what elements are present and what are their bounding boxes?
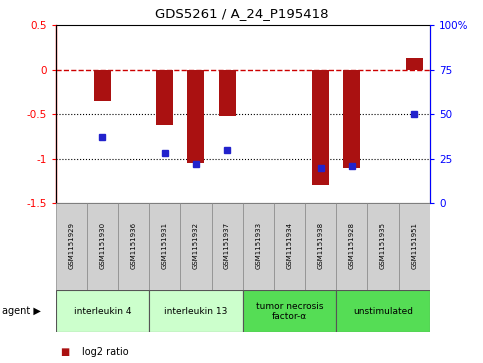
Bar bbox=[218, 70, 236, 116]
Text: ■: ■ bbox=[60, 347, 70, 357]
Bar bbox=[312, 70, 329, 185]
Text: unstimulated: unstimulated bbox=[353, 307, 413, 316]
Text: log2 ratio: log2 ratio bbox=[82, 347, 129, 357]
Text: GSM1151935: GSM1151935 bbox=[380, 221, 386, 269]
Bar bbox=[212, 203, 242, 290]
Bar bbox=[274, 203, 305, 290]
Text: GSM1151930: GSM1151930 bbox=[99, 221, 105, 269]
Bar bbox=[56, 290, 149, 332]
Text: GSM1151934: GSM1151934 bbox=[286, 221, 293, 269]
Text: GSM1151931: GSM1151931 bbox=[162, 221, 168, 269]
Bar bbox=[368, 203, 398, 290]
Text: interleukin 4: interleukin 4 bbox=[73, 307, 131, 316]
Bar bbox=[87, 203, 118, 290]
Text: interleukin 13: interleukin 13 bbox=[164, 307, 227, 316]
Bar bbox=[336, 290, 430, 332]
Bar bbox=[305, 203, 336, 290]
Bar bbox=[94, 70, 111, 101]
Bar bbox=[187, 70, 204, 163]
Bar bbox=[406, 58, 423, 70]
Bar bbox=[398, 203, 430, 290]
Bar bbox=[242, 290, 336, 332]
Text: GSM1151937: GSM1151937 bbox=[224, 221, 230, 269]
Bar bbox=[180, 203, 212, 290]
Text: GSM1151929: GSM1151929 bbox=[68, 221, 74, 269]
Text: agent ▶: agent ▶ bbox=[2, 306, 41, 316]
Bar bbox=[149, 290, 242, 332]
Text: GSM1151933: GSM1151933 bbox=[256, 221, 261, 269]
Bar bbox=[118, 203, 149, 290]
Text: GSM1151936: GSM1151936 bbox=[130, 221, 137, 269]
Bar bbox=[156, 70, 173, 125]
Bar bbox=[242, 203, 274, 290]
Bar bbox=[336, 203, 368, 290]
Text: tumor necrosis
factor-α: tumor necrosis factor-α bbox=[256, 302, 323, 321]
Bar bbox=[56, 203, 87, 290]
Text: GSM1151928: GSM1151928 bbox=[349, 221, 355, 269]
Bar bbox=[149, 203, 180, 290]
Bar bbox=[343, 70, 360, 168]
Text: GSM1151951: GSM1151951 bbox=[411, 221, 417, 269]
Text: GSM1151932: GSM1151932 bbox=[193, 221, 199, 269]
Text: GDS5261 / A_24_P195418: GDS5261 / A_24_P195418 bbox=[155, 7, 328, 20]
Bar bbox=[56, 25, 430, 203]
Text: GSM1151938: GSM1151938 bbox=[318, 221, 324, 269]
